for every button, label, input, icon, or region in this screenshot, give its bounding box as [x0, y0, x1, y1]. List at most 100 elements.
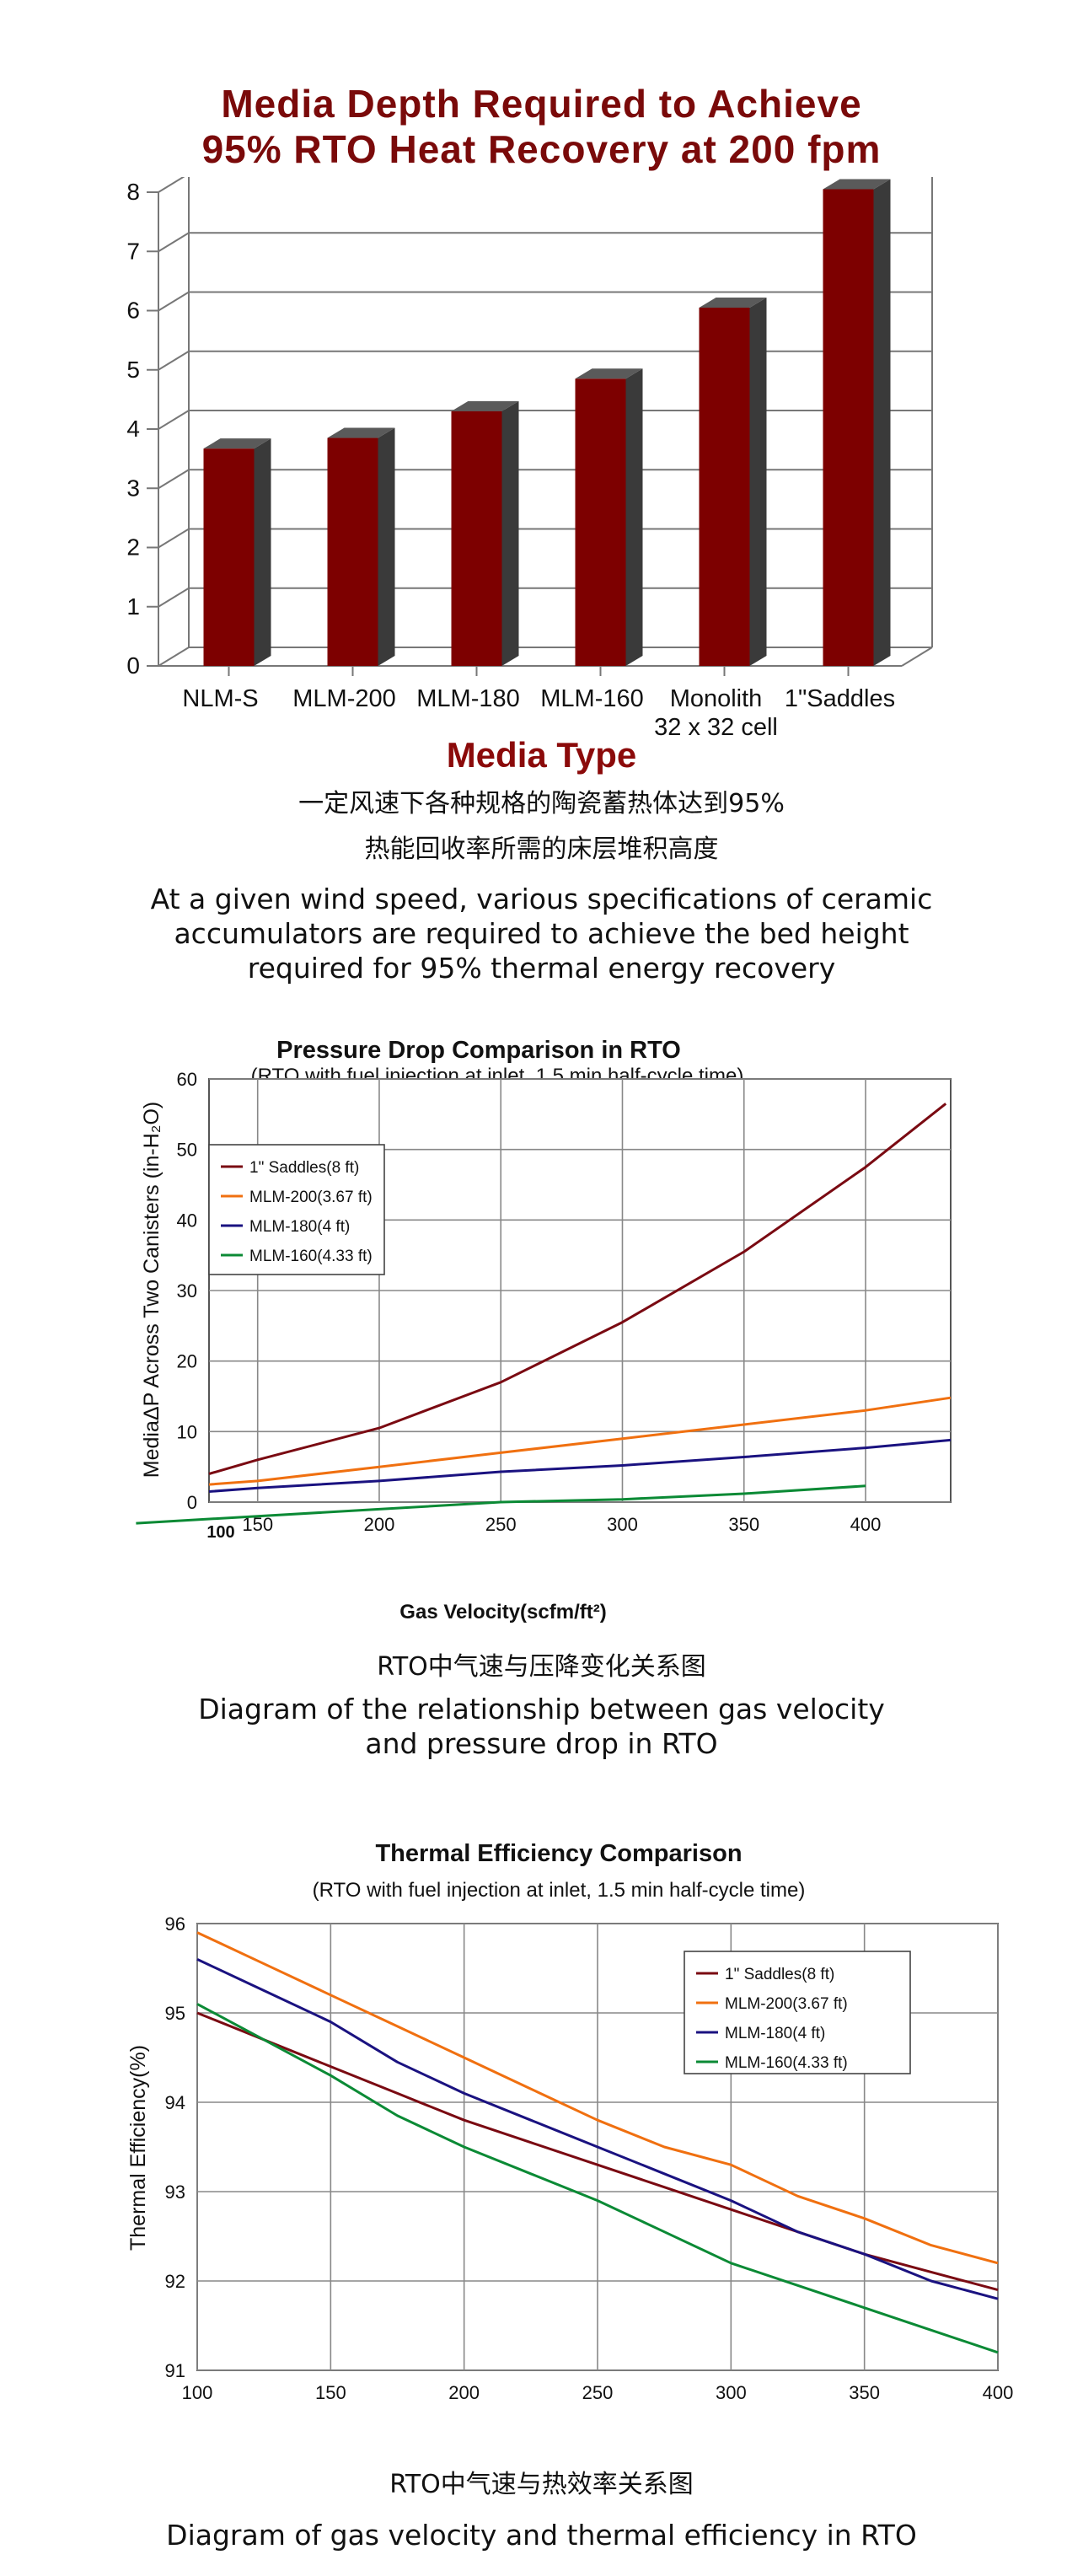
bar-side: [625, 368, 643, 666]
y-tick-label: 20: [177, 1351, 197, 1372]
y-tick-label: 40: [177, 1210, 197, 1231]
bar-top: [699, 297, 767, 308]
bar: [203, 448, 255, 666]
y-axis-title: Thermal Efficiency(%): [126, 2045, 150, 2251]
bar-side: [873, 179, 891, 667]
y-tick-label: 4: [126, 416, 140, 442]
y-tick-label: 96: [165, 1913, 185, 1935]
x-tick-label: 250: [485, 1514, 517, 1535]
y-tick-label: 6: [126, 298, 140, 324]
bar-side: [749, 297, 767, 666]
depth-tick: [158, 647, 190, 667]
legend-label: 1" Saddles(8 ft): [249, 1159, 359, 1177]
series-line: [196, 2003, 999, 2354]
chart1-title-line2: 95% RTO Heat Recovery at 200 fpm: [201, 127, 882, 171]
bar-chart-media-depth: 0 1 2 3 4 5 6 7 8 NLM-S MLM-200 MLM-180 MLM-160 Monol…: [126, 177, 933, 741]
depth-tick: [158, 587, 190, 608]
x-tick-label: 250: [582, 2382, 614, 2403]
chart1-x-axis-title: Media Type: [446, 735, 637, 775]
series-line: [208, 1438, 952, 1493]
chart1-caption-en-line3: required for 95% thermal energy recovery: [247, 952, 836, 985]
bar: [699, 307, 750, 666]
series-line: [196, 1958, 999, 2300]
y-tick-label: 60: [177, 1069, 197, 1090]
legend-box: [208, 1144, 385, 1275]
bar-top: [327, 427, 395, 438]
bar-top: [451, 400, 519, 411]
x-tick-label: 400: [850, 1514, 882, 1535]
y-tick-label: 92: [165, 2271, 185, 2292]
x-tick-label: 1"Saddles: [785, 685, 895, 712]
legend-label: MLM-200(3.67 ft): [725, 1995, 848, 2013]
bar-top: [823, 179, 891, 190]
bar: [451, 411, 502, 666]
series-line: [208, 1396, 952, 1486]
y-tick-label: 95: [165, 2003, 185, 2024]
x-axis-title: Gas Velocity(scfm/ft²): [399, 1601, 606, 1623]
y-tick-label: 2: [126, 534, 140, 561]
y-tick-label: 3: [126, 475, 140, 501]
legend-label: MLM-160(4.33 ft): [249, 1248, 373, 1265]
x-tick-label: MLM-180: [416, 685, 520, 712]
chart1-caption-zh-line2: 热能回收率所需的床层堆积高度: [364, 835, 719, 864]
depth-tick: [158, 528, 190, 549]
x-tick-label: MLM-160: [540, 685, 644, 712]
legend-label: MLM-180(4 ft): [249, 1218, 350, 1236]
chart2-caption-zh: RTO中气速与压降变化关系图: [377, 1652, 706, 1682]
depth-tick: [158, 350, 190, 371]
x-tick-label: 32 x 32 cell: [654, 714, 778, 741]
chart2-caption-en-line2: and pressure drop in RTO: [365, 1727, 718, 1760]
chart3-caption-zh: RTO中气速与热效率关系图: [389, 2470, 694, 2499]
legend-label: MLM-160(4.33 ft): [725, 2054, 848, 2072]
legend-box: [684, 1951, 911, 2074]
bar: [575, 378, 626, 666]
x-tick-label: 300: [716, 2382, 747, 2403]
y-tick-label: 94: [165, 2092, 185, 2113]
chart1-caption-zh-line1: 一定风速下各种规格的陶瓷蓄热体达到95%: [298, 789, 785, 818]
depth-tick: [158, 177, 185, 193]
bar-side: [501, 400, 519, 666]
legend-label: 1" Saddles(8 ft): [725, 1966, 834, 1983]
y-axis-title: MediaΔP Across Two Canisters (in-H₂O): [140, 1102, 164, 1478]
y-tick-label: 8: [126, 179, 140, 205]
depth-tick: [158, 410, 190, 430]
chart2-caption-en-line1: Diagram of the relationship between gas …: [198, 1693, 885, 1725]
legend-label: MLM-180(4 ft): [725, 2025, 825, 2042]
x-tick-label: 400: [983, 2382, 1014, 2403]
y-tick-label: 91: [165, 2360, 185, 2381]
depth-tick: [158, 232, 190, 253]
chart1-caption-en-line1: At a given wind speed, various specifica…: [150, 883, 933, 915]
chart1-title-line1: Media Depth Required to Achieve: [221, 82, 862, 126]
line-chart-thermal-efficiency: Thermal Efficiency Comparison (RTO with f…: [126, 1840, 1014, 2403]
bar-top: [575, 368, 643, 379]
x-tick-label: MLM-200: [292, 685, 396, 712]
y-tick-label: 5: [126, 357, 140, 383]
legend-label: MLM-200(3.67 ft): [249, 1189, 373, 1206]
x-tick-label: 100: [182, 2382, 213, 2403]
x-tick-label: 200: [364, 1514, 395, 1535]
floor-edge: [901, 647, 933, 667]
bar-side: [254, 438, 271, 666]
y-tick-label: 50: [177, 1140, 197, 1161]
bar-top: [203, 438, 271, 449]
bar: [823, 189, 874, 667]
chart-title: Thermal Efficiency Comparison: [375, 1840, 742, 1867]
y-tick-label: 0: [126, 652, 140, 679]
chart-subtitle: (RTO with fuel injection at inlet, 1.5 m…: [313, 1879, 806, 1902]
x-tick-label: NLM-S: [182, 685, 258, 712]
bar-side: [378, 427, 395, 666]
x-tick-label: 350: [728, 1514, 759, 1535]
series-line: [208, 1103, 947, 1475]
chart3-caption-en: Diagram of gas velocity and thermal effi…: [166, 2519, 917, 2552]
x-tick-label: 350: [849, 2382, 880, 2403]
y-tick-label: 0: [187, 1492, 197, 1513]
x-tick-label: 150: [315, 2382, 346, 2403]
depth-tick: [158, 469, 190, 490]
line-chart-pressure-drop: Pressure Drop Comparison in RTO(RTO with…: [136, 1037, 952, 1623]
y-tick-label: 10: [177, 1421, 197, 1442]
x-tick-label: Monolith: [670, 685, 763, 712]
chart1-caption-en-line2: accumulators are required to achieve the…: [174, 917, 909, 950]
series-line: [196, 1931, 999, 2265]
y-tick-label: 1: [126, 593, 140, 620]
y-tick-label: 7: [126, 238, 140, 264]
